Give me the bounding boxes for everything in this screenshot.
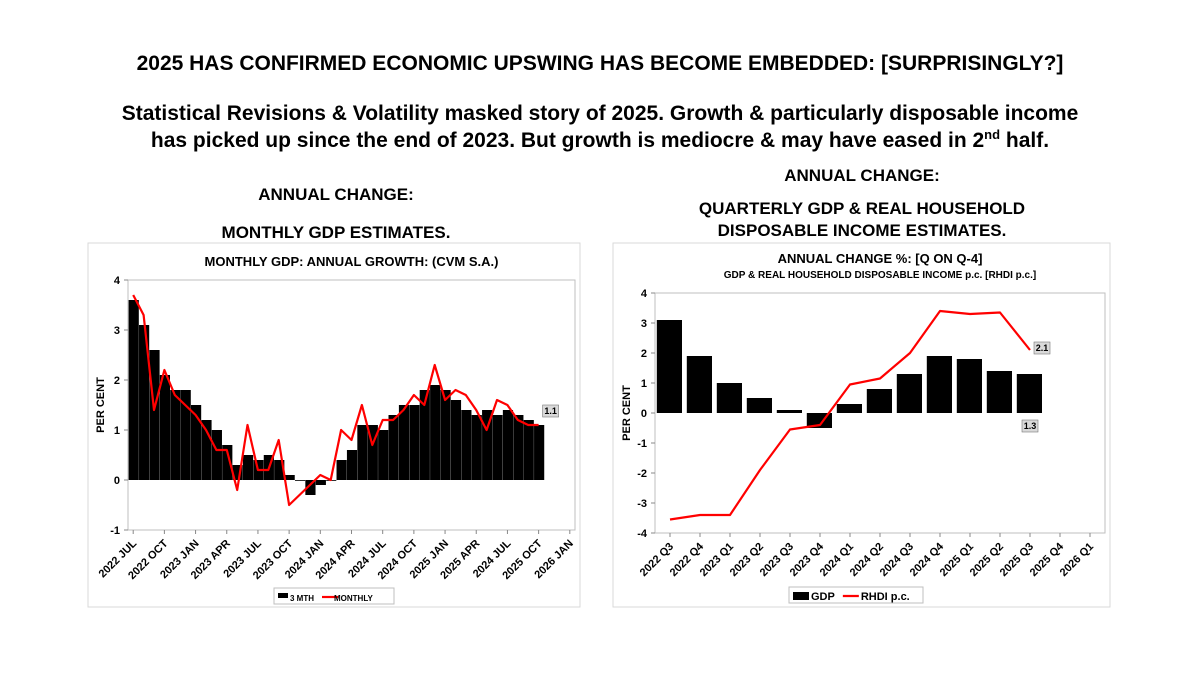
- bar: [1016, 374, 1042, 413]
- bar: [836, 404, 862, 413]
- data-label: 1.1: [544, 406, 557, 416]
- legend-swatch: [278, 593, 288, 598]
- bar: [398, 405, 410, 480]
- chart-title: MONTHLY GDP: ANNUAL GROWTH: (CVM S.A.): [205, 254, 499, 269]
- y-tick-label: 3: [114, 325, 120, 337]
- chart-heading: QUARTERLY GDP & REAL HOUSEHOLD: [699, 199, 1025, 218]
- legend-label: GDP: [811, 591, 835, 603]
- bar: [294, 480, 306, 481]
- data-label: 1.3: [1024, 421, 1037, 431]
- bar: [180, 390, 191, 480]
- bar: [686, 356, 712, 413]
- bar: [430, 385, 441, 480]
- bar: [513, 415, 524, 480]
- y-tick-label: 3: [641, 318, 647, 330]
- legend-label: MONTHLY: [334, 594, 373, 603]
- bar: [274, 460, 285, 480]
- bar: [450, 400, 462, 480]
- y-axis-label: PER CENT: [95, 377, 107, 433]
- subtitle-text: half.: [1000, 129, 1049, 152]
- bar: [315, 480, 326, 485]
- y-tick-label: -1: [110, 525, 120, 537]
- bar: [656, 320, 682, 413]
- bar: [986, 371, 1012, 413]
- bar: [222, 445, 233, 480]
- slide-title: 2025 HAS CONFIRMED ECONOMIC UPSWING HAS …: [137, 52, 1064, 75]
- bar: [440, 390, 451, 480]
- bar: [232, 465, 243, 480]
- bar: [471, 415, 482, 480]
- y-tick-label: 1: [641, 378, 647, 390]
- bar: [926, 356, 952, 413]
- bar: [492, 415, 503, 480]
- y-tick-label: 2: [114, 375, 120, 387]
- bar: [357, 425, 368, 480]
- bar: [523, 420, 534, 480]
- y-tick-label: 0: [641, 408, 647, 420]
- bar: [159, 375, 170, 480]
- bar: [896, 374, 922, 413]
- bar: [956, 359, 982, 413]
- bar: [716, 383, 742, 413]
- line: [669, 309, 1031, 521]
- bar: [190, 405, 202, 480]
- y-tick-label: -1: [637, 438, 647, 450]
- bar: [242, 455, 254, 480]
- y-tick-label: -2: [637, 468, 647, 480]
- slide-subtitle: Statistical Revisions & Volatility maske…: [122, 102, 1079, 125]
- legend-label: RHDI p.c.: [861, 591, 910, 603]
- data-label: 2.1: [1036, 343, 1049, 353]
- slide-subtitle: has picked up since the end of 2023. But…: [151, 127, 1049, 152]
- bar: [482, 410, 493, 480]
- subtitle-text: has picked up since the end of 2023. But…: [151, 129, 984, 152]
- y-axis-label: PER CENT: [621, 385, 633, 441]
- bar: [534, 425, 545, 480]
- bar: [128, 300, 139, 480]
- bar: [346, 450, 358, 480]
- bar: [461, 410, 472, 480]
- bar: [502, 410, 514, 480]
- data-label-box: [542, 404, 559, 418]
- bar: [284, 475, 295, 480]
- chart-heading: ANNUAL CHANGE:: [258, 185, 414, 204]
- y-tick-label: 4: [641, 288, 648, 300]
- chart-heading: ANNUAL CHANGE:: [784, 166, 940, 185]
- bar: [419, 390, 430, 480]
- subtitle-sup: nd: [984, 127, 1000, 142]
- bar: [336, 460, 347, 480]
- y-tick-label: -3: [637, 498, 647, 510]
- bar: [170, 390, 181, 480]
- bar: [211, 430, 222, 480]
- y-tick-label: 2: [641, 348, 647, 360]
- y-tick-label: 0: [114, 475, 120, 487]
- chart-heading: MONTHLY GDP ESTIMATES.: [222, 223, 451, 242]
- data-label-box: [1033, 341, 1051, 355]
- data-label-box: [1021, 419, 1039, 433]
- bar: [776, 410, 802, 413]
- bar: [139, 325, 150, 480]
- bar: [201, 420, 212, 480]
- bar: [866, 389, 892, 413]
- bar: [305, 480, 316, 495]
- bar: [388, 415, 399, 480]
- bar: [367, 425, 378, 480]
- y-tick-label: 4: [114, 275, 121, 287]
- legend-swatch: [793, 592, 809, 600]
- chart-heading: DISPOSABLE INCOME ESTIMATES.: [718, 221, 1007, 240]
- bar: [409, 405, 420, 480]
- line: [132, 294, 539, 507]
- bar: [149, 350, 160, 480]
- bar: [746, 398, 772, 413]
- chart-title: ANNUAL CHANGE %: [Q ON Q-4]: [778, 251, 983, 266]
- chart-subtitle: GDP & REAL HOUSEHOLD DISPOSABLE INCOME p…: [724, 270, 1036, 281]
- y-tick-label: -4: [637, 528, 648, 540]
- y-tick-label: 1: [114, 425, 120, 437]
- bar: [378, 430, 389, 480]
- legend-label: 3 MTH: [290, 594, 314, 603]
